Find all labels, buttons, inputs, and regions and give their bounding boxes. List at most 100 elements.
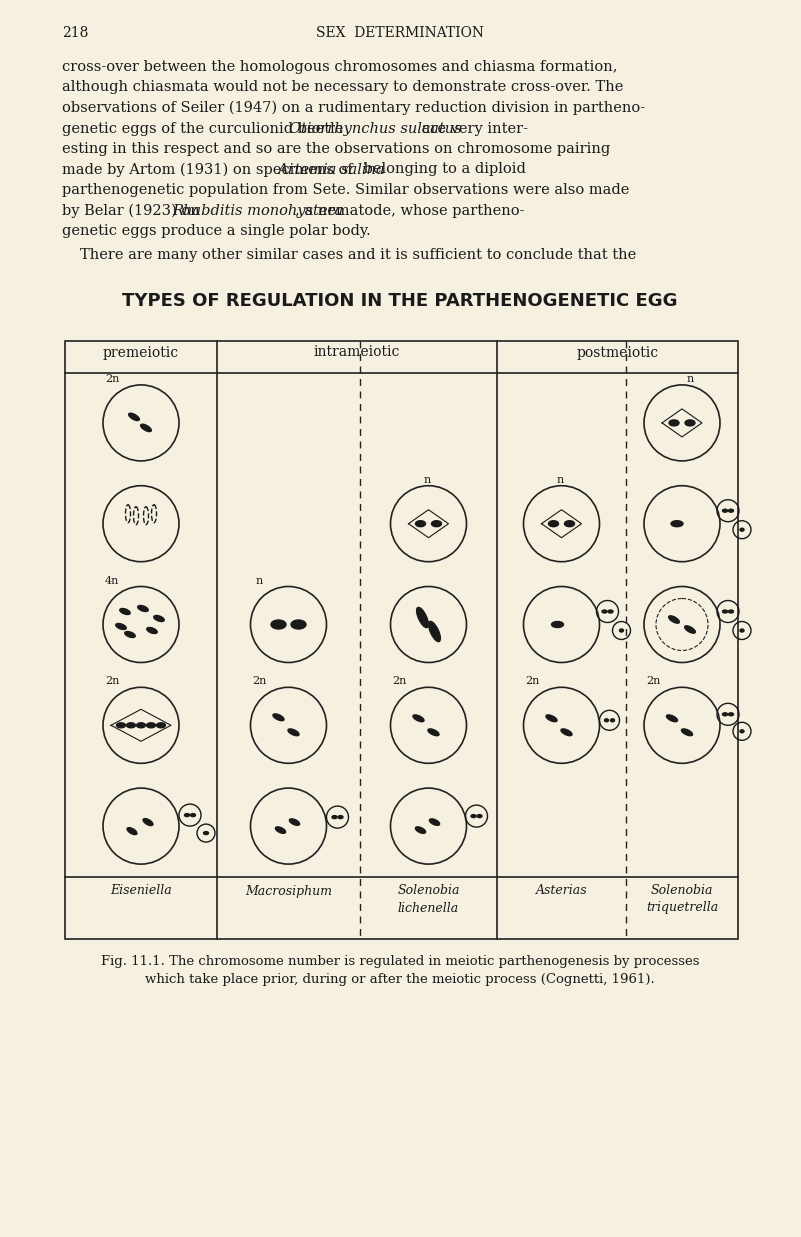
Ellipse shape <box>125 632 135 637</box>
Text: Otiorrhynchus sulcatus: Otiorrhynchus sulcatus <box>289 121 461 136</box>
Text: cross-over between the homologous chromosomes and chiasma formation,: cross-over between the homologous chromo… <box>62 61 618 74</box>
Text: belonging to a diploid: belonging to a diploid <box>359 162 525 177</box>
Ellipse shape <box>116 722 126 727</box>
Ellipse shape <box>685 626 695 633</box>
Ellipse shape <box>156 722 166 727</box>
Ellipse shape <box>138 605 148 611</box>
Text: made by Artom (1931) on specimens of: made by Artom (1931) on specimens of <box>62 162 357 177</box>
Text: n: n <box>557 475 564 485</box>
Ellipse shape <box>141 424 151 432</box>
Ellipse shape <box>120 609 131 615</box>
Ellipse shape <box>669 616 679 623</box>
Text: Solenobia
lichenella: Solenobia lichenella <box>397 884 460 914</box>
Ellipse shape <box>740 628 744 632</box>
Ellipse shape <box>728 713 734 716</box>
Ellipse shape <box>154 616 164 621</box>
Text: 2n: 2n <box>252 677 267 687</box>
Ellipse shape <box>147 722 155 727</box>
Text: which take place prior, during or after the meiotic process (Cognetti, 1961).: which take place prior, during or after … <box>145 972 655 986</box>
Ellipse shape <box>682 729 693 736</box>
Text: 2n: 2n <box>525 677 540 687</box>
Text: by Belar (1923) on: by Belar (1923) on <box>62 204 204 218</box>
Ellipse shape <box>289 819 300 825</box>
Text: Solenobia
triquetrella: Solenobia triquetrella <box>646 884 718 914</box>
Ellipse shape <box>610 719 614 722</box>
Ellipse shape <box>191 814 195 816</box>
Ellipse shape <box>429 819 440 825</box>
Text: SEX  DETERMINATION: SEX DETERMINATION <box>316 26 484 40</box>
Ellipse shape <box>666 715 678 721</box>
Ellipse shape <box>740 528 744 531</box>
Text: 4n: 4n <box>105 575 119 585</box>
Text: Rhabditis monohystera: Rhabditis monohystera <box>172 204 344 218</box>
Text: are very inter-: are very inter- <box>417 121 528 136</box>
Text: genetic eggs produce a single polar body.: genetic eggs produce a single polar body… <box>62 224 371 238</box>
Ellipse shape <box>288 729 299 736</box>
Text: although chiasmata would not be necessary to demonstrate cross-over. The: although chiasmata would not be necessar… <box>62 80 623 94</box>
Ellipse shape <box>546 715 557 721</box>
Ellipse shape <box>602 610 607 614</box>
Text: n: n <box>424 475 431 485</box>
Text: parthenogenetic population from Sete. Similar observations were also made: parthenogenetic population from Sete. Si… <box>62 183 630 197</box>
Text: Asterias: Asterias <box>536 884 587 898</box>
Text: Eiseniella: Eiseniella <box>110 884 172 898</box>
Ellipse shape <box>143 819 153 825</box>
Ellipse shape <box>605 719 609 722</box>
Ellipse shape <box>417 607 429 627</box>
Ellipse shape <box>127 828 137 835</box>
Ellipse shape <box>740 730 744 732</box>
Ellipse shape <box>552 621 563 627</box>
Text: observations of Seiler (1947) on a rudimentary reduction division in partheno-: observations of Seiler (1947) on a rudim… <box>62 101 645 115</box>
Text: genetic eggs of the curculionid beetle: genetic eggs of the curculionid beetle <box>62 121 348 136</box>
Text: intrameiotic: intrameiotic <box>314 345 400 360</box>
Ellipse shape <box>619 628 623 632</box>
Text: 2n: 2n <box>105 374 119 383</box>
Ellipse shape <box>147 627 157 633</box>
Ellipse shape <box>565 521 574 527</box>
Text: 218: 218 <box>62 26 88 40</box>
Text: premeiotic: premeiotic <box>103 345 179 360</box>
Text: postmeiotic: postmeiotic <box>577 345 658 360</box>
Text: TYPES OF REGULATION IN THE PARTHENOGENETIC EGG: TYPES OF REGULATION IN THE PARTHENOGENET… <box>123 292 678 310</box>
Ellipse shape <box>429 621 441 642</box>
Ellipse shape <box>127 722 135 727</box>
Ellipse shape <box>561 729 572 736</box>
Text: esting in this respect and so are the observations on chromosome pairing: esting in this respect and so are the ob… <box>62 142 610 156</box>
Ellipse shape <box>271 620 286 628</box>
Text: n: n <box>687 374 694 383</box>
Text: 2n: 2n <box>105 677 119 687</box>
Ellipse shape <box>723 510 727 512</box>
Ellipse shape <box>129 413 139 421</box>
Ellipse shape <box>273 714 284 721</box>
Ellipse shape <box>549 521 558 527</box>
Ellipse shape <box>723 610 727 614</box>
Text: 2n: 2n <box>392 677 407 687</box>
Text: Fig. 11.1. The chromosome number is regulated in meiotic parthenogenesis by proc: Fig. 11.1. The chromosome number is regu… <box>101 955 699 967</box>
Ellipse shape <box>669 419 679 426</box>
Ellipse shape <box>471 815 476 818</box>
Bar <box>65 340 738 939</box>
Ellipse shape <box>685 419 695 426</box>
Ellipse shape <box>291 620 306 628</box>
Ellipse shape <box>671 521 683 527</box>
Ellipse shape <box>608 610 613 614</box>
Ellipse shape <box>428 729 439 736</box>
Text: Macrosiphum: Macrosiphum <box>245 884 332 898</box>
Text: , a nematode, whose partheno-: , a nematode, whose partheno- <box>295 204 525 218</box>
Ellipse shape <box>432 521 441 527</box>
Ellipse shape <box>416 826 425 834</box>
Ellipse shape <box>116 623 127 630</box>
Ellipse shape <box>723 713 727 716</box>
Ellipse shape <box>338 815 343 819</box>
Text: n: n <box>256 575 263 585</box>
Ellipse shape <box>203 831 208 835</box>
Text: There are many other similar cases and it is sufficient to conclude that the: There are many other similar cases and i… <box>80 249 636 262</box>
Text: Artemia salina: Artemia salina <box>277 162 385 177</box>
Text: 2n: 2n <box>646 677 660 687</box>
Ellipse shape <box>332 815 337 819</box>
Ellipse shape <box>416 521 425 527</box>
Ellipse shape <box>728 510 734 512</box>
Ellipse shape <box>477 815 482 818</box>
Ellipse shape <box>184 814 190 816</box>
Ellipse shape <box>136 722 146 727</box>
